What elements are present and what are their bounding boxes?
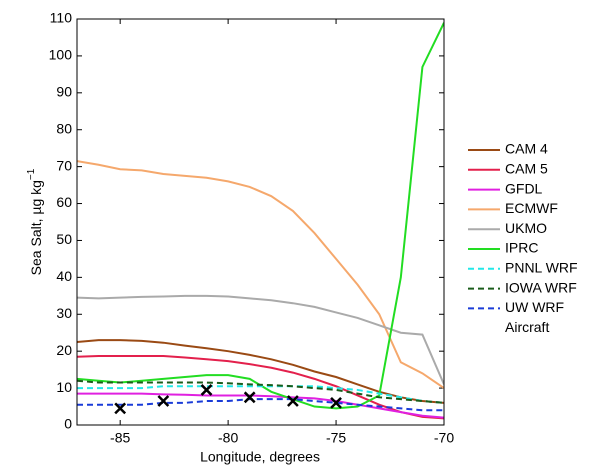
series-line <box>77 398 444 412</box>
series-line <box>77 354 444 420</box>
y-tick-label: 0 <box>64 416 72 432</box>
x-tick-label: -75 <box>326 430 346 446</box>
legend-label: GFDL <box>505 180 543 196</box>
series-line <box>77 294 444 385</box>
plot-series <box>77 22 489 420</box>
legend-label: IPRC <box>505 240 538 256</box>
x-tick-label: -70 <box>434 430 454 446</box>
legend-label: UKMO <box>505 220 547 236</box>
marker <box>200 384 213 396</box>
y-tick-label: 100 <box>49 47 73 63</box>
legend-marker <box>480 324 489 333</box>
y-axis-label: Sea Salt, µg kg−1 <box>26 168 44 275</box>
y-tick-label: 50 <box>56 231 72 247</box>
x-axis-label: Longitude, degrees <box>200 449 320 465</box>
plot-area <box>77 19 444 425</box>
y-tick-label: 70 <box>56 157 72 173</box>
y-tick-label: 30 <box>56 305 72 321</box>
x-tick-label: -85 <box>110 430 130 446</box>
y-tick-label: 90 <box>56 84 72 100</box>
y-tick-label: 60 <box>56 194 72 210</box>
marker <box>157 395 170 407</box>
legend-label: PNNL WRF <box>505 260 578 276</box>
series-line <box>77 385 444 404</box>
series-line <box>77 160 444 389</box>
marker <box>114 402 127 415</box>
series-line <box>77 339 444 404</box>
legend-label: CAM 4 <box>505 141 548 157</box>
y-tick-label: 80 <box>56 120 72 136</box>
legend-label: ECMWF <box>505 200 558 216</box>
legend-label: IOWA WRF <box>505 279 577 295</box>
y-tick-label: 10 <box>56 379 72 395</box>
y-axis-label-main: Sea Salt, µg kg <box>28 180 44 275</box>
x-tick-label: -80 <box>218 430 238 446</box>
legend-label: Aircraft <box>505 319 549 335</box>
marker <box>330 396 342 409</box>
y-axis-label-sup: −1 <box>26 168 37 180</box>
series-line <box>77 379 444 404</box>
marker <box>286 395 299 407</box>
y-tick-label: 40 <box>56 268 72 284</box>
y-tick-label: 110 <box>50 10 73 26</box>
plot-frame <box>76 18 445 426</box>
marker <box>243 391 256 404</box>
y-tick-label: 20 <box>56 342 72 358</box>
legend-label: UW WRF <box>505 299 564 315</box>
legend-label: CAM 5 <box>505 161 548 177</box>
series-line <box>77 392 444 419</box>
